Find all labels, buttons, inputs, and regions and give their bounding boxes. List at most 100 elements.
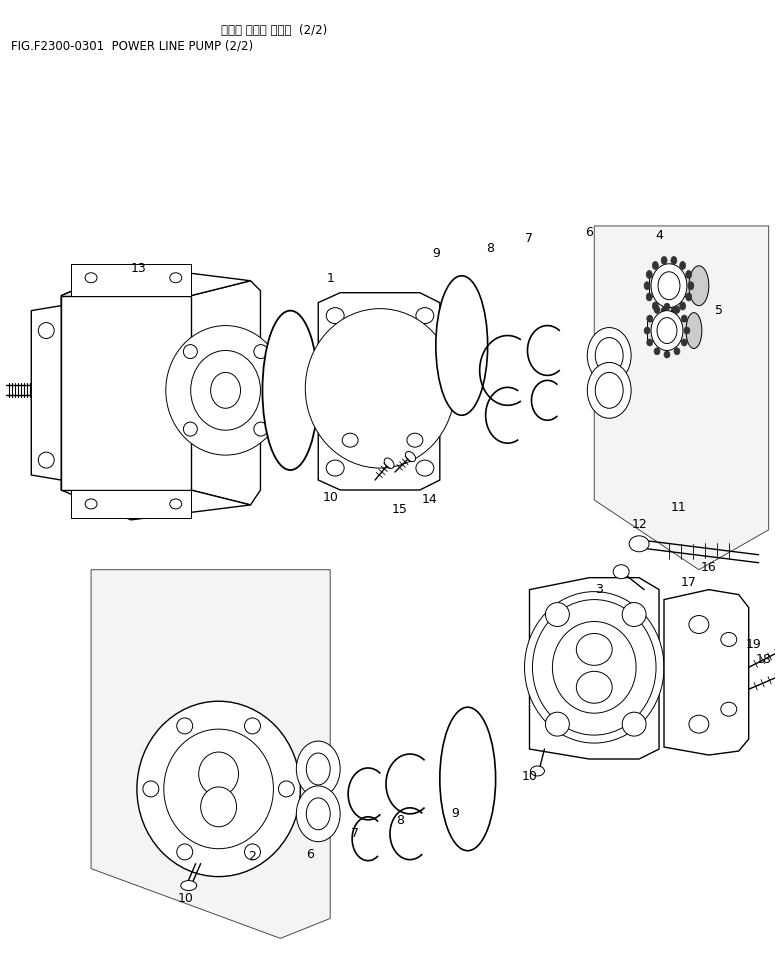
- Ellipse shape: [651, 310, 683, 350]
- Text: 19: 19: [746, 638, 761, 651]
- Ellipse shape: [405, 451, 416, 461]
- Ellipse shape: [38, 323, 54, 339]
- Text: 9: 9: [451, 808, 459, 820]
- Text: 18: 18: [756, 653, 771, 666]
- Ellipse shape: [721, 632, 736, 646]
- Ellipse shape: [686, 293, 691, 301]
- Ellipse shape: [681, 339, 688, 346]
- Ellipse shape: [622, 602, 646, 627]
- Ellipse shape: [674, 306, 680, 313]
- Ellipse shape: [664, 304, 670, 310]
- Ellipse shape: [254, 344, 268, 359]
- Text: 8: 8: [396, 814, 404, 827]
- Ellipse shape: [651, 264, 687, 307]
- Ellipse shape: [244, 718, 261, 734]
- Ellipse shape: [689, 616, 708, 633]
- Text: FIG.F2300-0301  POWER LINE PUMP (2/2): FIG.F2300-0301 POWER LINE PUMP (2/2): [12, 40, 254, 53]
- Ellipse shape: [177, 718, 192, 734]
- Text: 6: 6: [307, 848, 314, 861]
- Text: 17: 17: [681, 576, 697, 590]
- Polygon shape: [61, 490, 251, 520]
- Ellipse shape: [653, 262, 658, 270]
- Ellipse shape: [688, 282, 694, 290]
- Ellipse shape: [525, 592, 664, 743]
- Ellipse shape: [613, 564, 629, 579]
- Text: 10: 10: [322, 491, 338, 504]
- Text: 10: 10: [521, 771, 538, 783]
- Ellipse shape: [657, 317, 677, 343]
- Ellipse shape: [686, 270, 691, 278]
- Ellipse shape: [305, 308, 455, 468]
- Ellipse shape: [689, 266, 708, 306]
- Ellipse shape: [38, 452, 54, 468]
- Text: パワー ライン ポンプ  (2/2): パワー ライン ポンプ (2/2): [220, 23, 327, 37]
- Ellipse shape: [191, 350, 261, 430]
- Ellipse shape: [595, 373, 623, 409]
- Ellipse shape: [553, 622, 636, 713]
- Text: 7: 7: [525, 233, 533, 245]
- Ellipse shape: [587, 363, 631, 418]
- Ellipse shape: [296, 786, 340, 842]
- Ellipse shape: [170, 499, 182, 509]
- Polygon shape: [664, 590, 749, 755]
- Polygon shape: [61, 296, 191, 490]
- Text: 7: 7: [351, 827, 359, 841]
- Ellipse shape: [721, 703, 736, 716]
- Ellipse shape: [674, 347, 680, 355]
- Text: 1: 1: [326, 272, 334, 285]
- Text: 9: 9: [432, 247, 440, 261]
- Ellipse shape: [262, 310, 318, 470]
- Polygon shape: [649, 275, 699, 296]
- Polygon shape: [529, 578, 659, 759]
- Ellipse shape: [686, 312, 702, 348]
- Ellipse shape: [279, 781, 294, 797]
- Text: 2: 2: [248, 850, 256, 863]
- Ellipse shape: [143, 781, 159, 797]
- Ellipse shape: [532, 599, 656, 736]
- Text: 3: 3: [595, 583, 603, 596]
- Ellipse shape: [680, 262, 686, 270]
- Text: 10: 10: [178, 892, 194, 905]
- Text: 16: 16: [701, 561, 717, 574]
- Ellipse shape: [164, 729, 273, 848]
- Ellipse shape: [680, 302, 686, 310]
- Ellipse shape: [307, 798, 331, 830]
- Ellipse shape: [254, 422, 268, 436]
- Ellipse shape: [664, 351, 670, 358]
- Ellipse shape: [210, 373, 241, 409]
- Ellipse shape: [307, 753, 331, 785]
- Ellipse shape: [653, 302, 658, 310]
- Ellipse shape: [654, 306, 660, 313]
- Ellipse shape: [315, 318, 445, 458]
- Text: 14: 14: [422, 493, 438, 507]
- Ellipse shape: [436, 275, 487, 415]
- Ellipse shape: [629, 536, 649, 552]
- Polygon shape: [191, 281, 261, 505]
- Ellipse shape: [661, 307, 667, 315]
- Ellipse shape: [85, 499, 97, 509]
- Polygon shape: [647, 320, 694, 341]
- Ellipse shape: [326, 460, 345, 476]
- Ellipse shape: [170, 272, 182, 283]
- Ellipse shape: [646, 293, 653, 301]
- Ellipse shape: [577, 633, 612, 666]
- Text: 12: 12: [631, 519, 647, 531]
- Ellipse shape: [137, 702, 300, 877]
- Text: 8: 8: [486, 242, 494, 255]
- Ellipse shape: [407, 433, 423, 448]
- Polygon shape: [91, 570, 331, 938]
- Ellipse shape: [416, 307, 434, 324]
- Ellipse shape: [416, 460, 434, 476]
- Ellipse shape: [85, 272, 97, 283]
- Ellipse shape: [244, 844, 261, 860]
- Ellipse shape: [326, 307, 345, 324]
- Ellipse shape: [661, 257, 667, 265]
- Ellipse shape: [183, 422, 197, 436]
- Ellipse shape: [183, 344, 197, 359]
- Ellipse shape: [440, 707, 496, 850]
- Ellipse shape: [201, 787, 237, 827]
- Ellipse shape: [684, 327, 690, 334]
- Ellipse shape: [646, 339, 653, 346]
- Ellipse shape: [689, 715, 708, 733]
- Ellipse shape: [654, 347, 660, 355]
